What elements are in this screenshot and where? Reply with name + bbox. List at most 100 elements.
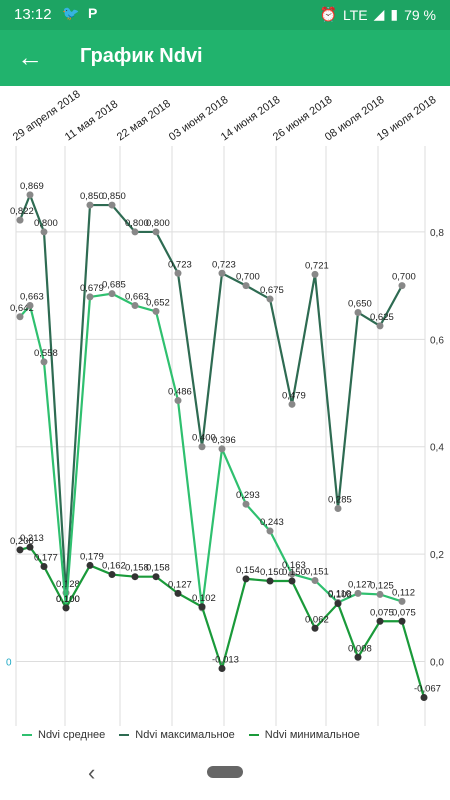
data-label: 0,700: [236, 272, 260, 283]
data-label: 0,723: [168, 259, 192, 270]
status-time: 13:12: [14, 6, 52, 23]
data-point: [266, 577, 274, 585]
data-label: 0,150: [282, 567, 306, 578]
data-point: [131, 302, 139, 309]
page-title: График Ndvi: [80, 45, 203, 67]
x-tick-label: 22 мая 2018: [115, 98, 173, 144]
legend-swatch: [248, 734, 259, 736]
data-label: 0,625: [370, 312, 394, 323]
data-label: 0,208: [10, 536, 34, 547]
data-label: 0,800: [125, 218, 149, 229]
data-point: [131, 228, 139, 236]
data-point: [16, 216, 24, 224]
data-point: [174, 589, 182, 597]
data-label: 0,800: [34, 218, 58, 229]
data-point: [108, 201, 116, 209]
data-point: [311, 576, 319, 584]
system-nav-bar: ‹: [0, 748, 450, 800]
data-label: 0,008: [348, 643, 372, 654]
data-label: 0,162: [102, 561, 126, 572]
data-label: 0,108: [328, 590, 352, 601]
data-label: 0,154: [236, 565, 260, 576]
legend-swatch: [119, 734, 130, 736]
data-point: [266, 295, 274, 303]
data-label: 0,486: [168, 387, 192, 398]
data-point: [311, 270, 319, 278]
nav-back-icon[interactable]: ‹: [88, 760, 96, 785]
data-label: 0,110: [328, 588, 351, 599]
data-point: [242, 575, 250, 583]
data-label: 0,685: [102, 280, 126, 291]
data-point: [376, 322, 384, 330]
data-point: [40, 358, 48, 366]
data-label: 0,213: [20, 533, 44, 544]
data-point: [218, 665, 226, 673]
data-point: [198, 443, 206, 451]
battery-label: 79 %: [404, 6, 436, 23]
data-point: [108, 290, 116, 298]
data-point: [174, 397, 182, 405]
data-point: [152, 228, 160, 236]
data-label: 0,163: [282, 560, 306, 571]
data-point: [62, 604, 70, 612]
data-label: 0,075: [370, 607, 394, 618]
back-arrow-icon[interactable]: ←: [17, 42, 43, 72]
data-label: 0,723: [212, 259, 236, 270]
data-label: 0,100: [56, 594, 80, 605]
data-label: 0,243: [260, 517, 284, 528]
data-label: 0,127: [168, 579, 192, 590]
data-label: 0,293: [236, 490, 260, 501]
data-point: [16, 546, 24, 554]
y-left-label: 0: [6, 658, 12, 669]
data-point: [242, 500, 250, 508]
alarm-icon: ⏰: [319, 6, 337, 22]
y-tick-label: 0,4: [430, 443, 444, 454]
data-label: 0,675: [260, 285, 284, 296]
y-tick-label: 0,6: [430, 335, 444, 346]
data-point: [242, 282, 250, 290]
data-point: [16, 313, 24, 321]
data-point: [288, 577, 296, 585]
data-label: 0,100: [56, 594, 80, 605]
signal-icon: ◢: [373, 6, 385, 22]
data-label: 0,158: [146, 563, 170, 574]
data-label: 0,700: [392, 272, 416, 283]
data-label: 0,850: [80, 191, 104, 202]
bird-icon: 🐦: [62, 5, 80, 21]
data-point: [108, 571, 116, 579]
data-label: 0,285: [328, 495, 352, 506]
data-label: 0,650: [348, 298, 372, 309]
data-point: [86, 201, 94, 209]
data-label: 0,075: [392, 607, 416, 618]
data-label: 0,850: [102, 191, 126, 202]
data-point: [26, 543, 34, 551]
data-label: 0,663: [20, 292, 44, 303]
legend-label: Ndvi максимальное: [135, 729, 235, 741]
chart-legend: Ndvi среднее Ndvi максимальное Ndvi мини…: [22, 729, 360, 741]
data-point: [218, 445, 226, 453]
data-point: [86, 561, 94, 569]
data-point: [398, 617, 406, 625]
data-point: [86, 293, 94, 301]
nav-home-pill[interactable]: [207, 766, 243, 778]
data-point: [376, 617, 384, 625]
data-label: 0,396: [212, 435, 236, 446]
data-point: [398, 282, 406, 290]
data-label: 0,179: [80, 551, 104, 562]
data-label: 0,102: [192, 593, 216, 604]
data-label: 0,869: [20, 181, 44, 192]
network-label: LTE: [342, 6, 368, 23]
data-point: [26, 302, 34, 309]
data-label: 0,679: [80, 283, 104, 294]
status-icons: ⏰ LTE ◢ ▮ 79 %: [320, 6, 437, 23]
y-tick-label: 0,8: [430, 228, 444, 239]
data-label: 0,112: [392, 587, 415, 598]
app-p-icon: P: [88, 5, 98, 21]
data-point: [334, 600, 342, 608]
data-point: [376, 590, 384, 598]
data-point: [354, 308, 362, 316]
data-label: 0,721: [305, 260, 329, 271]
data-point: [288, 400, 296, 408]
data-point: [288, 570, 296, 578]
battery-icon: ▮: [390, 6, 399, 22]
